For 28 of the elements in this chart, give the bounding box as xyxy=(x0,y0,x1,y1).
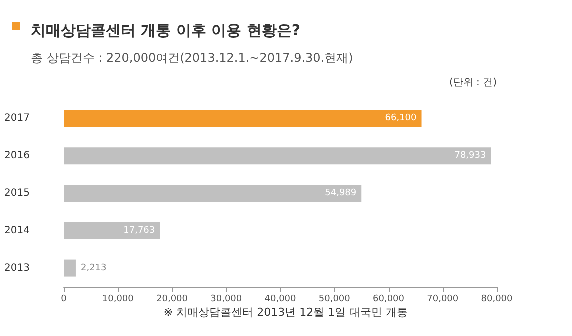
x-tick-label: 10,000 xyxy=(102,294,134,304)
y-tick-label: 2017 xyxy=(4,113,30,124)
text: ※ 치매상담콜센터 2013년 12월 1일 대국민 개통 xyxy=(164,306,408,319)
bar xyxy=(64,148,492,165)
y-tick-label: 2016 xyxy=(4,150,30,162)
chart-title: 치매상담콜센터 개통 이후 이용 현황은? xyxy=(31,22,301,40)
bar xyxy=(64,260,76,277)
x-tick-label: 40,000 xyxy=(264,294,297,304)
chart-subtitle: 총 상담건수 : 220,000여건(2013.12.1.~2017.9.30.현재) xyxy=(31,51,354,65)
x-tick-label: 70,000 xyxy=(427,294,459,304)
y-tick-label: 2013 xyxy=(4,262,30,274)
data-label: 54,989 xyxy=(325,188,357,198)
data-label: 66,100 xyxy=(385,114,418,124)
x-tick-label: 80,000 xyxy=(481,294,514,304)
y-tick-label: 2014 xyxy=(4,225,30,236)
bar xyxy=(64,185,362,202)
x-tick-label: 20,000 xyxy=(156,294,188,304)
data-label: 17,763 xyxy=(124,226,156,236)
data-label: 2,213 xyxy=(80,263,107,274)
x-tick-label: 60,000 xyxy=(373,294,405,304)
y-tick-label: 2015 xyxy=(4,188,30,199)
data-label: 78,933 xyxy=(454,151,486,162)
text: (단위 : 건) xyxy=(449,78,498,88)
x-tick-label: 30,000 xyxy=(210,294,242,304)
x-tick-label: 50,000 xyxy=(318,294,351,304)
x-tick-label: 0 xyxy=(61,294,68,304)
bar xyxy=(64,110,422,128)
bar xyxy=(64,222,160,240)
